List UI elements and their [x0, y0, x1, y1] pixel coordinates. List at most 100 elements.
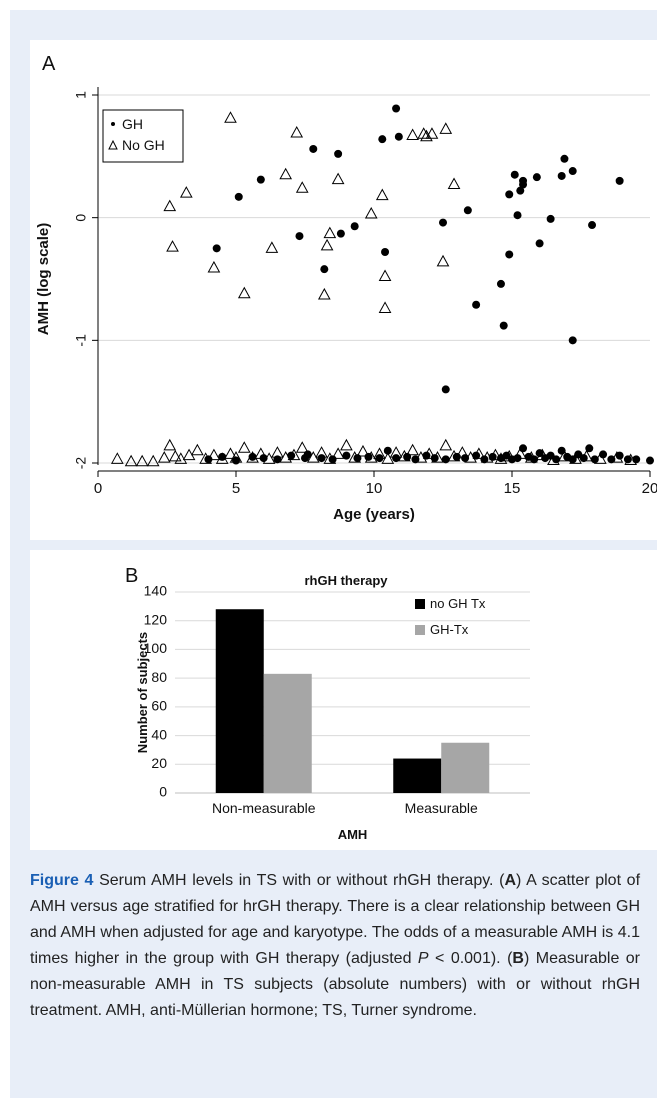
- y-tick-label: 20: [151, 755, 167, 771]
- scatter-point-gh: [259, 454, 268, 463]
- scatter-point-gh: [632, 455, 641, 464]
- bar-gh-tx: [441, 742, 490, 793]
- scatter-point-gh: [342, 451, 351, 460]
- scatter-point-gh: [568, 455, 577, 464]
- scatter-point-gh: [607, 455, 616, 464]
- y-tick-label: 0: [73, 214, 89, 222]
- scatter-point-gh: [552, 455, 561, 464]
- scatter-point-gh: [530, 455, 539, 464]
- scatter-point-no-gh: [168, 449, 182, 462]
- x-tick-label: Measurable: [405, 800, 478, 816]
- caption-text-4: ) Measurable or non-measurable AMH in TS…: [30, 950, 641, 1019]
- scatter-point-gh: [381, 248, 390, 257]
- scatter-point-gh: [615, 451, 624, 460]
- legend-label-gh: GH: [122, 116, 143, 132]
- x-axis-label: Age (years): [333, 506, 415, 523]
- y-axis-label: AMH (log scale): [35, 223, 52, 336]
- scatter-point-no-gh: [163, 438, 177, 451]
- scatter-point-no-gh: [331, 447, 345, 459]
- scatter-point-gh: [513, 454, 522, 463]
- scatter-point-gh: [519, 444, 528, 453]
- scatter-point-no-gh: [320, 238, 334, 251]
- scatter-point-gh: [496, 279, 505, 288]
- scatter-point-no-gh: [163, 199, 177, 212]
- scatter-point-no-gh: [157, 451, 171, 463]
- legend-a: GH No GH: [102, 109, 184, 163]
- y-tick-label: 100: [144, 640, 168, 656]
- panel-label-b: B: [125, 565, 138, 587]
- scatter-point-no-gh: [417, 127, 431, 139]
- caption-bold-b: B: [512, 950, 524, 967]
- scatter-point-no-gh: [110, 452, 124, 464]
- scatter-point-gh: [317, 454, 326, 463]
- legend-marker-no-gh: [108, 139, 118, 150]
- scatter-point-gh: [411, 455, 420, 464]
- scatter-point-no-gh: [207, 448, 221, 461]
- scatter-point-gh: [430, 454, 439, 463]
- scatter-point-gh: [273, 455, 282, 464]
- x-tick-label: 5: [232, 480, 240, 497]
- scatter-point-gh: [439, 218, 447, 227]
- scatter-point-gh: [364, 452, 373, 461]
- legend-label: no GH Tx: [430, 596, 486, 611]
- scatter-point-gh: [461, 454, 470, 463]
- scatter-point-gh: [287, 451, 296, 460]
- scatter-point-gh: [204, 455, 213, 464]
- scatter-point-gh: [353, 454, 362, 463]
- scatter-point-no-gh: [356, 444, 370, 457]
- scatter-point-no-gh: [378, 301, 392, 313]
- scatter-point-gh: [392, 104, 401, 113]
- panel-label-a: A: [42, 53, 56, 75]
- scatter-point-no-gh: [295, 441, 309, 453]
- scatter-point-gh: [615, 176, 624, 185]
- scatter-point-no-gh: [135, 454, 149, 467]
- scatter-point-no-gh: [447, 177, 461, 190]
- y-tick-label: 40: [151, 726, 167, 742]
- legend-swatch: [415, 625, 425, 635]
- figure-panel: A -2 -1 0 1 0 5 10 15 20 Age (years) AMH (log scale…: [10, 10, 658, 1098]
- caption-italic-p: P: [417, 950, 429, 967]
- caption-text-3: < 0.001). (: [428, 950, 513, 967]
- scatter-point-gh: [488, 452, 497, 461]
- y-tick-label: 120: [144, 611, 168, 627]
- scatter-point-gh: [590, 455, 599, 464]
- scatter-point-no-gh: [207, 260, 221, 273]
- scatter-point-gh: [472, 451, 481, 460]
- scatter-point-gh: [452, 452, 461, 461]
- scatter-point-gh: [394, 132, 403, 141]
- x-tick-label: 20: [642, 480, 657, 497]
- scatter-point-gh: [336, 229, 345, 238]
- chart-title-b: rhGH therapy: [304, 573, 388, 588]
- scatter-point-no-gh: [166, 240, 179, 252]
- scatter-point-gh: [350, 222, 359, 231]
- scatter-point-no-gh: [381, 452, 395, 464]
- scatter-point-gh: [212, 244, 221, 253]
- legend-label-no-gh: No GH: [122, 137, 165, 153]
- scatter-point-gh: [218, 452, 227, 461]
- scatter-point-no-gh: [436, 254, 450, 267]
- x-tick-label: 15: [504, 480, 521, 497]
- scatter-point-gh: [532, 173, 541, 182]
- x-axis-label: AMH: [338, 827, 368, 842]
- scatter-point-gh: [585, 444, 594, 453]
- scatter-point-gh: [579, 454, 588, 463]
- y-tick-label: -1: [73, 334, 89, 347]
- scatter-point-gh: [499, 321, 508, 330]
- y-tick-label: 0: [159, 784, 167, 800]
- scatter-point-gh: [441, 385, 450, 394]
- y-tick-label: 1: [73, 91, 89, 99]
- scatter-point-gh: [403, 452, 412, 461]
- scatter-point-no-gh: [290, 125, 304, 138]
- legend-box: [102, 109, 184, 163]
- scatter-point-no-gh: [425, 127, 439, 139]
- caption-figure-label: Figure 4: [30, 872, 94, 889]
- y-tick-label: -2: [73, 457, 89, 470]
- scatter-point-gh: [568, 167, 577, 176]
- scatter-point-no-gh: [439, 122, 453, 134]
- scatter-point-no-gh: [439, 438, 453, 451]
- scatter-point-gh: [309, 144, 318, 153]
- caption-text-2: ) A scatter plot of AMH versus age strat…: [30, 872, 641, 967]
- legend-swatch: [415, 599, 425, 609]
